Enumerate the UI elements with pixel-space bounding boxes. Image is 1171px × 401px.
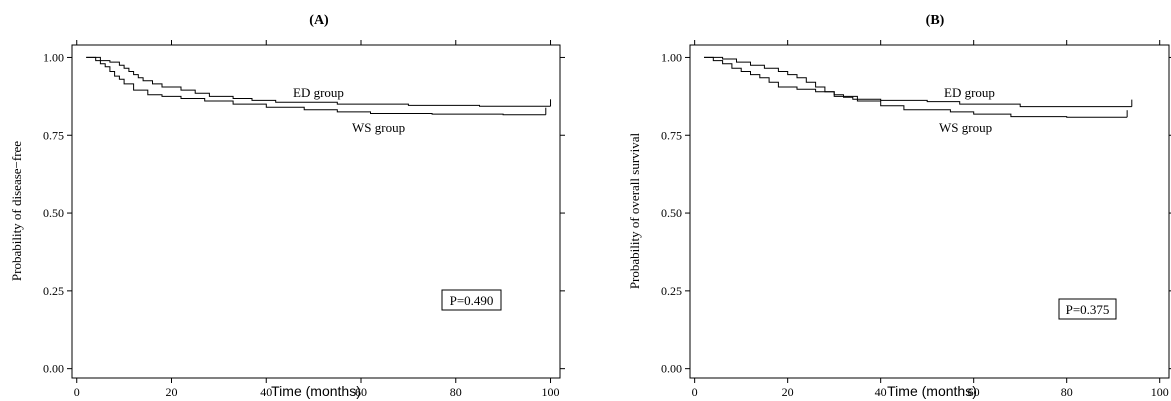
panel-b-x-tick-label: 20: [782, 385, 794, 399]
panel-a-y-axis-label: Probability of disease−free: [9, 141, 24, 281]
panel-a-title: (A): [309, 13, 329, 28]
panel-a-x-tick-label: 0: [74, 385, 80, 399]
panel-a-x-tick-label: 100: [542, 385, 560, 399]
panel-a-y-tick-label: 0.75: [43, 128, 64, 142]
panel-a: (A) 0 20 40 60 80 100 0.00 0.25 0.50 0.75 1.00 Ti…: [9, 13, 565, 399]
panel-a-y-tick-label: 0.00: [43, 362, 64, 376]
panel-a-x-tick-label: 40: [260, 385, 272, 399]
panel-a-p-value-box: [441, 289, 502, 311]
panel-a-ed-group-curve: [86, 56, 551, 107]
panel-b-curves: [704, 56, 1133, 118]
panel-b-ws-group-curve: [704, 56, 1128, 118]
panel-a-x-axis-label: Time (months): [271, 383, 361, 399]
panel-b-y-axis-label: Probability of overall survival: [627, 132, 642, 289]
panel-b-p-value: P=0.375: [1066, 302, 1110, 317]
panel-b-x-tick-label: 40: [875, 385, 887, 399]
panel-b-ws-group-label: WS group: [939, 120, 992, 135]
panel-a-p-value: P=0.490: [450, 293, 494, 308]
panel-b-p-value-box: [1058, 298, 1117, 320]
panel-b-y-tick-label: 0.50: [661, 206, 682, 220]
panel-b-y-tick-label: 0.75: [661, 128, 682, 142]
panel-b-plot-frame: [689, 44, 1170, 379]
panel-a-y-tick-label: 0.25: [43, 284, 64, 298]
panel-a-x-tick-label: 80: [450, 385, 462, 399]
panel-a-x-ticks: 0 20 40 60 80 100: [74, 40, 560, 399]
panel-b-y-tick-label: 0.00: [661, 362, 682, 376]
panel-a-x-tick-label: 20: [165, 385, 177, 399]
panel-a-y-tick-label: 1.00: [43, 50, 64, 64]
panel-a-y-ticks: 0.00 0.25 0.50 0.75 1.00: [43, 50, 565, 376]
panel-b-ed-group-curve: [704, 56, 1132, 108]
panel-b: (B) 0 20 40 60 80 100 0.00 0.25 0.50 0.75 1.00 Ti…: [627, 13, 1171, 399]
panel-a-curves: [86, 56, 552, 116]
panel-a-ws-group-curve: [86, 56, 546, 116]
panel-a-ws-group-label: WS group: [352, 120, 405, 135]
panel-b-ed-group-label: ED group: [944, 85, 995, 100]
panel-b-y-tick-label: 1.00: [661, 50, 682, 64]
panel-b-x-tick-label: 80: [1061, 385, 1073, 399]
panel-b-x-ticks: 0 20 40 60 80 100: [692, 40, 1169, 399]
panel-b-x-axis-label: Time (months): [887, 383, 977, 399]
panel-b-y-tick-label: 0.25: [661, 284, 682, 298]
panel-b-x-tick-label: 100: [1151, 385, 1169, 399]
panel-b-x-tick-label: 0: [692, 385, 698, 399]
panel-a-ed-group-label: ED group: [293, 85, 344, 100]
panel-a-x-tick-label: 60: [355, 385, 367, 399]
panel-b-title: (B): [926, 13, 945, 28]
panel-a-plot-frame: [71, 44, 561, 379]
panel-a-y-tick-label: 0.50: [43, 206, 64, 220]
panel-b-y-ticks: 0.00 0.25 0.50 0.75 1.00: [661, 50, 1171, 376]
panel-b-x-tick-label: 60: [968, 385, 980, 399]
